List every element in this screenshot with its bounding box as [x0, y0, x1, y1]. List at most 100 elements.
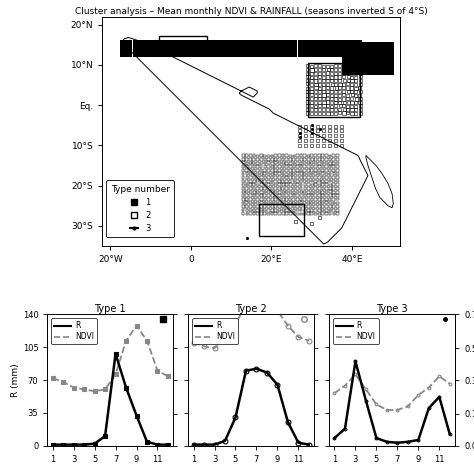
Point: [280, 45, 287, 52]
Point: [384, 51, 392, 59]
Point: [334, 181, 341, 189]
Point: [275, 48, 283, 55]
Point: [250, 203, 258, 210]
Point: [344, 51, 352, 59]
Point: [279, 167, 287, 174]
Point: [334, 184, 341, 192]
Point: [239, 38, 247, 46]
Point: [388, 51, 396, 59]
Point: [326, 174, 334, 182]
Point: [251, 41, 259, 49]
Point: [336, 77, 344, 85]
Point: [356, 95, 364, 102]
Point: [301, 185, 309, 192]
Point: [334, 163, 341, 170]
Point: [297, 192, 305, 200]
Point: [380, 58, 388, 66]
Point: [191, 38, 199, 46]
Point: [305, 177, 312, 185]
Point: [167, 48, 174, 55]
Point: [303, 84, 311, 92]
Point: [246, 155, 254, 163]
Point: [308, 129, 315, 137]
Point: [247, 41, 255, 49]
Point: [314, 122, 321, 130]
Point: [131, 48, 138, 55]
Point: [334, 206, 341, 214]
Point: [380, 44, 388, 51]
Point: [268, 163, 276, 171]
Point: [308, 95, 316, 102]
Point: [319, 177, 327, 185]
Point: [315, 199, 323, 207]
Point: [330, 177, 337, 185]
Point: [243, 192, 251, 200]
Point: [304, 48, 311, 55]
Point: [308, 174, 316, 182]
Point: [304, 73, 312, 81]
Point: [340, 41, 347, 49]
Point: [324, 45, 331, 52]
Point: [143, 51, 150, 59]
Point: [304, 98, 311, 106]
Point: [356, 73, 364, 81]
Point: [294, 192, 301, 200]
Point: [257, 155, 265, 163]
Point: [312, 38, 319, 46]
Point: [302, 122, 310, 130]
Point: [211, 45, 219, 52]
Point: [302, 142, 310, 149]
Point: [257, 181, 265, 189]
Point: [302, 127, 310, 135]
Point: [376, 69, 384, 77]
Point: [312, 41, 319, 49]
Point: [300, 38, 307, 46]
Point: [264, 38, 271, 46]
Point: [328, 80, 336, 88]
Point: [183, 51, 191, 59]
Point: [348, 102, 356, 110]
Point: [312, 45, 319, 52]
Point: [348, 106, 356, 114]
Point: [308, 132, 315, 139]
Point: [303, 62, 311, 70]
Point: [195, 51, 203, 59]
Point: [272, 181, 279, 189]
Point: [236, 41, 243, 49]
Point: [294, 206, 301, 214]
Point: [311, 62, 319, 70]
Legend: 1, 2, 3: 1, 2, 3: [107, 181, 174, 237]
Point: [272, 199, 280, 207]
Point: [308, 170, 316, 178]
Point: [315, 152, 323, 160]
Point: [236, 51, 243, 59]
Point: [348, 58, 356, 66]
Point: [297, 155, 305, 163]
Point: [304, 196, 312, 203]
Point: [247, 177, 255, 185]
Point: [292, 41, 299, 49]
Point: [320, 137, 328, 145]
Point: [243, 159, 251, 167]
Point: [339, 91, 347, 99]
Point: [319, 152, 327, 160]
Point: [228, 51, 235, 59]
Point: [247, 38, 255, 46]
Point: [244, 48, 251, 55]
Point: [283, 166, 290, 174]
Point: [356, 51, 364, 59]
Point: [316, 177, 323, 185]
Point: [167, 51, 174, 59]
Point: [276, 152, 283, 159]
Point: [344, 73, 352, 81]
Point: [316, 88, 323, 96]
Point: [372, 55, 380, 62]
Point: [327, 159, 334, 167]
Point: [332, 109, 339, 117]
Point: [131, 45, 138, 52]
Point: [179, 41, 187, 49]
Point: [135, 41, 142, 49]
Point: [294, 159, 301, 167]
Point: [272, 156, 280, 164]
Point: [264, 45, 271, 52]
